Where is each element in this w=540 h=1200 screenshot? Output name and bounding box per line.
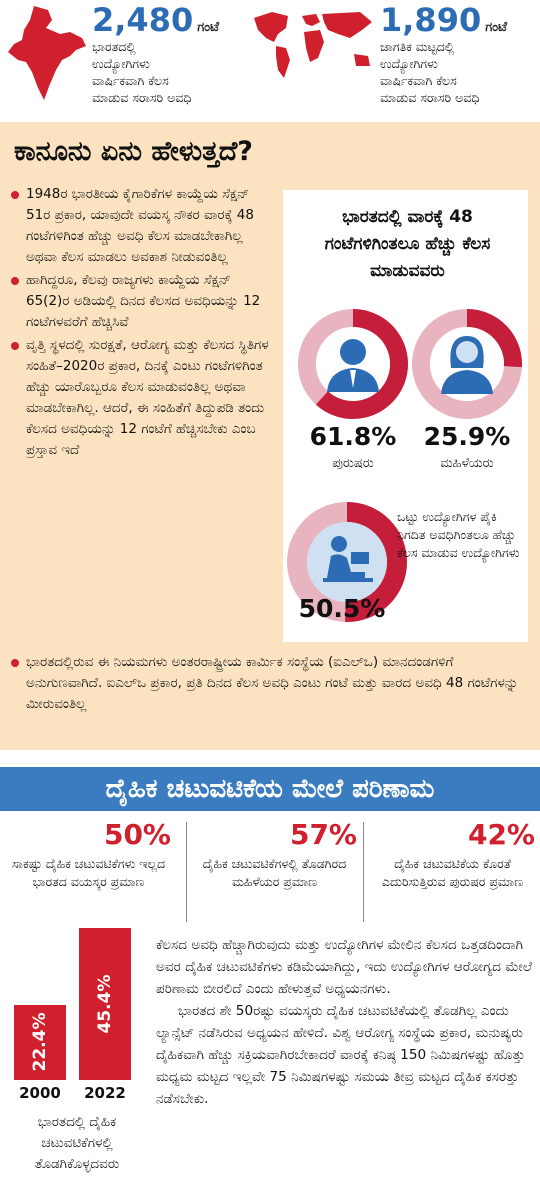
india-stat: 2,480 ಗಂಟೆ ಭಾರತದಲ್ಲಿ ಉದ್ಯೋಗಿಗಳು ವಾರ್ಷಿಕವಾ…: [92, 4, 219, 106]
desc-line: ಮಾಡುವ ಸರಾಸರಿ ಅವಧಿ: [92, 90, 192, 105]
law-bullets: 1948ರ ಭಾರತೀಯ ಕೈಗಾರಿಕೆಗಳ ಕಾಯ್ದೆಯ ಸೆಕ್ಷನ್ …: [8, 184, 276, 463]
paragraph: ಕೆಲಸದ ಅವಧಿ ಹೆಚ್ಚಾಗಿರುವುದು ಮತ್ತು ಉದ್ಯೋಗಿಗ…: [156, 937, 533, 997]
india-map: [8, 6, 86, 100]
donut-total: [287, 502, 407, 622]
donut-label: 61.8%: [309, 422, 397, 451]
donut-caption: ಮಹಿಳೆಯರು: [440, 456, 494, 471]
desc-line: ಜಾಗತಿಕ ಮಟ್ಟದಲ್ಲಿ: [380, 39, 455, 54]
desc-line: ಉದ್ಯೋಗಿಗಳು: [92, 56, 150, 71]
stat-desc: ಜಾಗತಿಕ ಮಟ್ಟದಲ್ಲಿ ಉದ್ಯೋಗಿಗಳು ವಾರ್ಷಿಕವಾಗಿ …: [380, 38, 507, 106]
bar-caption: ಭಾರತದಲ್ಲಿ ದೈಹಿಕ ಚಟುವಟಿಕೆಗಳಲ್ಲಿ ತೊಡಗಿಕೊಳ್…: [34, 1114, 120, 1172]
bar-chart: 22.4% 45.4%: [10, 920, 140, 1080]
paragraph: ಭಾರತದ ಶೇ 50ರಷ್ಟು ವಯಸ್ಕರು ದೈಹಿಕ ಚಟುವಟಿಕೆಯ…: [156, 1003, 526, 1107]
desc-line: ಭಾರತದಲ್ಲಿ: [92, 39, 136, 54]
stat-number: 1,890: [380, 1, 482, 39]
stat-number: 42%: [467, 818, 535, 851]
stat-unit: ಗಂಟೆ: [197, 20, 220, 35]
impact-stat: 50% ಸಾಕಷ್ಟು ದೈಹಿಕ ಚಟುವಟಿಕೆಗಳು ಇಲ್ಲದ ಭಾರತ…: [6, 818, 171, 926]
donut-label: 25.9%: [423, 422, 511, 451]
bullet: ವೃತ್ತಿ ಸ್ಥಳದಲ್ಲಿ ಸುರಕ್ಷತೆ, ಆರೋಗ್ಯ ಮತ್ತು …: [8, 335, 276, 461]
desc-line: ಉದ್ಯೋಗಿಗಳು: [380, 56, 438, 71]
impact-stat: 42% ದೈಹಿಕ ಚಟುವಟಿಕೆಯ ಕೊರತೆ ಎದುರಿಸುತ್ತಿರುವ…: [370, 818, 535, 926]
stat-text: ದೈಹಿಕ ಚಟುವಟಿಕೆಗಳಲ್ಲಿ ತೊಡಗಿರದ ಮಹಿಳೆಯರ ಪ್ರ…: [202, 856, 347, 889]
donut-men: [298, 309, 408, 419]
panel-title: ಭಾರತದಲ್ಲಿ ವಾರಕ್ಕೆ 48 ಗಂಟೆಗಳಿಗಿಂತಲೂ ಹೆಚ್ಚ…: [324, 207, 491, 281]
bar-value-label: 45.4%: [95, 974, 115, 1034]
donut-arc: [345, 502, 407, 622]
bullet: 1948ರ ಭಾರತೀಯ ಕೈಗಾರಿಕೆಗಳ ಕಾಯ್ದೆಯ ಸೆಕ್ಷನ್ …: [8, 184, 276, 268]
stat-text: ಸಾಕಷ್ಟು ದೈಹಿಕ ಚಟುವಟಿಕೆಗಳು ಇಲ್ಲದ ಭಾರತದ ವಯ…: [11, 856, 166, 889]
bar-category: 2000: [19, 1084, 61, 1102]
impact-stat: 57% ದೈಹಿಕ ಚಟುವಟಿಕೆಗಳಲ್ಲಿ ತೊಡಗಿರದ ಮಹಿಳೆಯರ…: [192, 818, 357, 926]
bullet: ಭಾರತದಲ್ಲಿರುವ ಈ ನಿಯಮಗಳು ಅಂತರರಾಷ್ಟ್ರೀಯ ಕಾರ…: [8, 652, 528, 715]
stat-number: 57%: [289, 818, 357, 851]
world-map: [254, 12, 372, 78]
law-title: ಕಾನೂನು ಏನು ಹೇಳುತ್ತದೆ?: [14, 136, 253, 167]
world-stat: 1,890 ಗಂಟೆ ಜಾಗತಿಕ ಮಟ್ಟದಲ್ಲಿ ಉದ್ಯೋಗಿಗಳು ವಾ…: [380, 4, 507, 106]
overtime-panel: ಭಾರತದಲ್ಲಿ ವಾರಕ್ಕೆ 48 ಗಂಟೆಗಳಿಗಿಂತಲೂ ಹೆಚ್ಚ…: [283, 190, 528, 642]
donut-women: [412, 309, 522, 419]
bar: 22.4%: [14, 1004, 66, 1080]
bar: 45.4%: [79, 927, 131, 1080]
donut-arc: [315, 309, 408, 419]
desc-line: ಮಾಡುವ ಸರಾಸರಿ ಅವಧಿ: [380, 90, 480, 105]
divider: [363, 822, 364, 922]
law-box: ಕಾನೂನು ಏನು ಹೇಳುತ್ತದೆ? 1948ರ ಭಾರತೀಯ ಕೈಗಾರ…: [0, 122, 540, 750]
stat-unit: ಗಂಟೆ: [485, 20, 508, 35]
bar-categories: 2000 2022: [10, 1084, 140, 1104]
desc-line: ವಾರ್ಷಿಕವಾಗಿ ಕೆಲಸ: [380, 73, 457, 88]
divider: [186, 822, 187, 922]
impact-banner: ದೈಹಿಕ ಚಟುವಟಿಕೆಯ ಮೇಲೆ ಪರಿಣಾಮ: [0, 767, 540, 811]
donut-arc: [466, 309, 522, 368]
stat-number: 2,480: [92, 1, 194, 39]
desc-line: ವಾರ್ಷಿಕವಾಗಿ ಕೆಲಸ: [92, 73, 169, 88]
donut-caption: ಒಟ್ಟು ಉದ್ಯೋಗಿಗಳ ಪೈಕಿ ನಿಗದಿತ ಅವಧಿಗಿಂತಲೂ ಹ…: [397, 509, 520, 560]
impact-text: ಕೆಲಸದ ಅವಧಿ ಹೆಚ್ಚಾಗಿರುವುದು ಮತ್ತು ಉದ್ಯೋಗಿಗ…: [156, 934, 534, 1110]
stat-text: ದೈಹಿಕ ಚಟುವಟಿಕೆಯ ಕೊರತೆ ಎದುರಿಸುತ್ತಿರುವ ಪುರ…: [381, 856, 524, 889]
bullet: ಹಾಗಿದ್ದರೂ, ಕೆಲವು ರಾಜ್ಯಗಳು ಕಾಯ್ದೆಯ ಸೆಕ್ಷನ…: [8, 270, 276, 333]
donut-caption: ಪುರುಷರು: [332, 456, 374, 471]
bar-value-label: 22.4%: [30, 1012, 50, 1072]
stat-desc: ಭಾರತದಲ್ಲಿ ಉದ್ಯೋಗಿಗಳು ವಾರ್ಷಿಕವಾಗಿ ಕೆಲಸ ಮಾ…: [92, 38, 219, 106]
law-bullets-wide: ಭಾರತದಲ್ಲಿರುವ ಈ ನಿಯಮಗಳು ಅಂತರರಾಷ್ಟ್ರೀಯ ಕಾರ…: [8, 652, 528, 717]
donut-label: 50.5%: [298, 594, 386, 623]
stat-number: 50%: [103, 818, 171, 851]
bar-category: 2022: [84, 1084, 126, 1102]
